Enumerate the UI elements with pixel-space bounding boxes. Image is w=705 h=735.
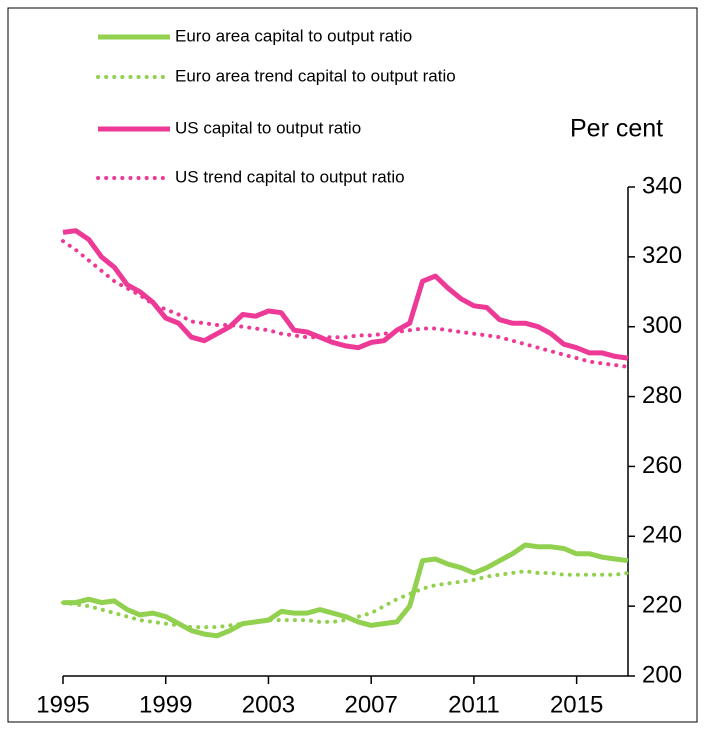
legend-label: US trend capital to output ratio [175, 167, 405, 186]
series-line [63, 542, 629, 639]
y-tick-label: 220 [642, 591, 682, 618]
y-tick-label: 200 [642, 661, 682, 688]
x-tick-label: 2015 [550, 691, 603, 718]
y-tick-label: 340 [642, 172, 682, 199]
x-tick-label: 1999 [139, 691, 192, 718]
x-tick-label: 2007 [344, 691, 397, 718]
legend-label: Euro area capital to output ratio [175, 26, 412, 45]
legend-label: Euro area trend capital to output ratio [175, 66, 456, 85]
series-line [61, 239, 630, 369]
y-tick-label: 300 [642, 312, 682, 339]
x-tick-label: 1995 [36, 691, 89, 718]
legend-label: US capital to output ratio [175, 118, 361, 137]
y-tick-label: 260 [642, 452, 682, 479]
series-line [62, 228, 629, 361]
y-tick-label: 280 [642, 382, 682, 409]
x-tick-label: 2011 [448, 691, 500, 718]
series-line [61, 569, 630, 630]
frame [7, 7, 698, 723]
y-axis-label: Per cent [570, 115, 663, 143]
y-tick-label: 320 [642, 242, 682, 269]
x-tick-label: 2003 [242, 691, 295, 718]
y-tick-label: 240 [642, 522, 682, 549]
